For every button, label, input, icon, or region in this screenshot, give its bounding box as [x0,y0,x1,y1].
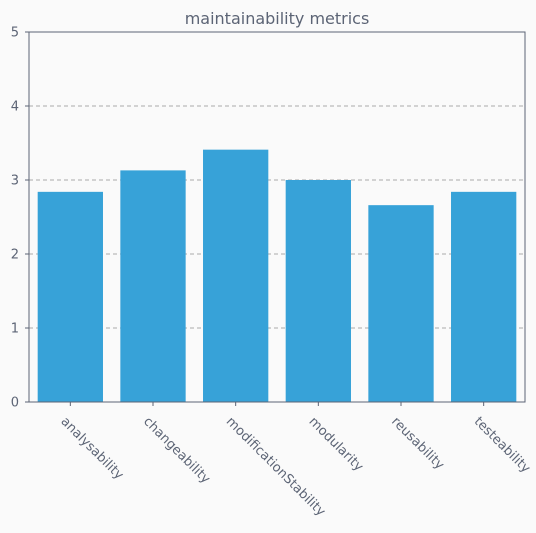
y-tick-label-0: 0 [11,396,19,411]
bars [37,149,517,402]
bar-modularity [285,180,351,402]
y-axis-ticks: 0 1 2 3 4 5 [11,26,29,411]
x-tick-label-testeability: testeability [471,414,533,476]
y-tick-label-4: 4 [11,100,19,115]
grid-lines [29,105,525,329]
x-tick-label-modularity: modularity [306,414,367,475]
x-tick-label-analysability: analysability [58,414,127,483]
bar-modificationStability [203,149,269,402]
bar-changeability [120,170,186,402]
y-tick-label-3: 3 [11,174,19,189]
x-axis-ticks: analysability changeability modificationSt… [58,402,533,520]
bar-testeability [451,191,517,402]
y-tick-label-5: 5 [11,26,19,41]
y-tick-label-2: 2 [11,248,19,263]
y-tick-label-1: 1 [11,322,19,337]
plot-frame [28,31,526,403]
chart-title: maintainability metrics [185,9,370,28]
x-tick-label-reusability: reusability [388,414,447,473]
x-tick-label-changeability: changeability [140,414,213,487]
bar-analysability [37,191,103,402]
bar-reusability [368,205,434,402]
